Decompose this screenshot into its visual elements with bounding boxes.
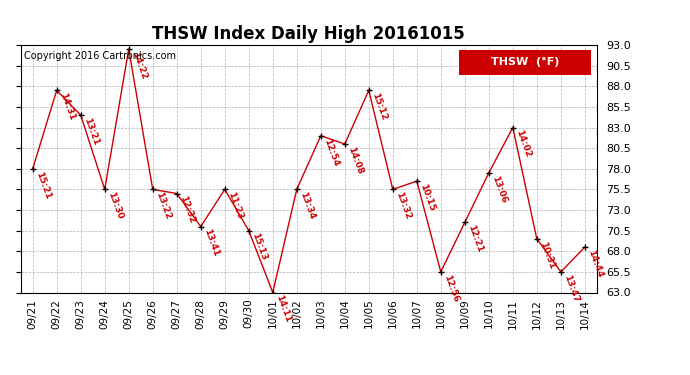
Text: 12:54: 12:54 bbox=[322, 137, 340, 167]
Text: 14:31: 14:31 bbox=[58, 92, 77, 122]
Text: 11:23: 11:23 bbox=[226, 191, 244, 221]
Text: 13:21: 13:21 bbox=[82, 117, 100, 147]
Text: 13:32: 13:32 bbox=[394, 191, 413, 221]
Text: 14:02: 14:02 bbox=[514, 129, 533, 159]
Text: 14:08: 14:08 bbox=[346, 146, 364, 176]
Text: 13:41: 13:41 bbox=[202, 228, 220, 258]
Text: 10:15: 10:15 bbox=[418, 183, 436, 212]
Text: 12:21: 12:21 bbox=[466, 224, 484, 254]
Text: Copyright 2016 Cartronics.com: Copyright 2016 Cartronics.com bbox=[23, 51, 175, 61]
Text: 13:47: 13:47 bbox=[562, 273, 580, 303]
Text: 14:22: 14:22 bbox=[130, 51, 148, 81]
Title: THSW Index Daily High 20161015: THSW Index Daily High 20161015 bbox=[152, 26, 465, 44]
Text: 15:13: 15:13 bbox=[250, 232, 268, 262]
Text: 10:31: 10:31 bbox=[538, 240, 556, 270]
Text: 15:21: 15:21 bbox=[34, 170, 52, 200]
Text: 13:30: 13:30 bbox=[106, 191, 124, 220]
Text: 12:32: 12:32 bbox=[178, 195, 197, 225]
Text: 14:11: 14:11 bbox=[274, 294, 293, 324]
Text: 12:56: 12:56 bbox=[442, 273, 460, 303]
Text: 13:34: 13:34 bbox=[298, 191, 317, 221]
Text: 13:22: 13:22 bbox=[154, 191, 172, 221]
Text: 15:12: 15:12 bbox=[370, 92, 388, 122]
Text: 13:06: 13:06 bbox=[490, 174, 509, 204]
Text: 14:44: 14:44 bbox=[586, 249, 604, 279]
